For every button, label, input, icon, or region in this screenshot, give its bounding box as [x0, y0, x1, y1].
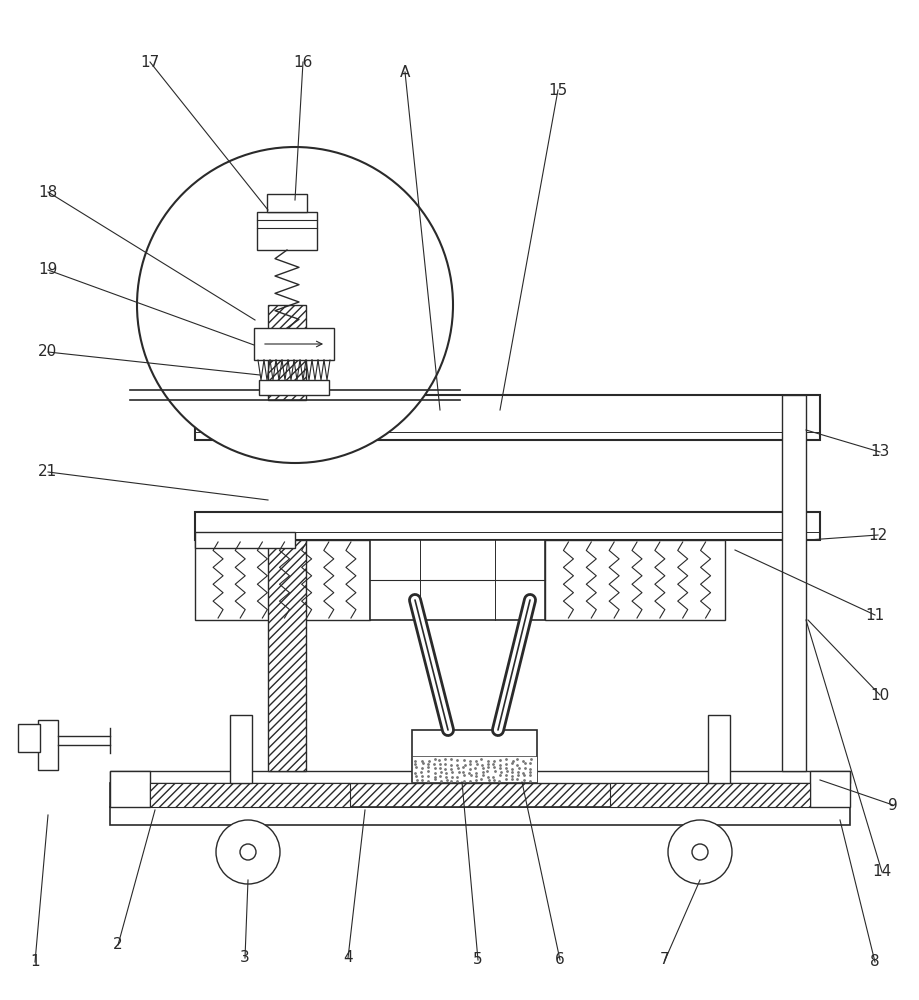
Text: 3: 3 [240, 950, 250, 965]
Text: 6: 6 [554, 952, 564, 967]
Text: 4: 4 [343, 950, 352, 965]
Text: 21: 21 [39, 464, 58, 480]
Circle shape [667, 820, 732, 884]
Bar [708, 715, 729, 783]
Text: 18: 18 [39, 185, 58, 200]
Bar [18, 724, 40, 752]
Bar [254, 328, 334, 360]
Text: 20: 20 [39, 344, 58, 360]
Text: 19: 19 [39, 262, 58, 277]
Bar [609, 783, 809, 807]
Bar [781, 395, 805, 771]
Text: 1: 1 [30, 954, 40, 969]
Bar [150, 783, 349, 807]
Text: 15: 15 [548, 83, 567, 98]
Circle shape [137, 147, 452, 463]
Text: A: A [400, 65, 410, 80]
Text: 14: 14 [871, 864, 891, 880]
Bar [195, 512, 819, 540]
Bar [256, 212, 317, 250]
Bar [195, 395, 819, 440]
Bar [110, 783, 849, 807]
Text: 12: 12 [868, 528, 887, 542]
Text: 10: 10 [869, 688, 889, 702]
Bar [230, 715, 252, 783]
Bar [195, 540, 369, 620]
Bar [195, 532, 295, 548]
Bar [110, 771, 150, 807]
Text: 11: 11 [865, 607, 884, 622]
Text: 13: 13 [869, 444, 889, 460]
Bar [110, 807, 849, 825]
Bar [809, 771, 849, 807]
Bar [412, 756, 537, 782]
Bar [267, 194, 307, 212]
Bar [110, 771, 849, 783]
Bar [259, 380, 329, 395]
Text: 16: 16 [293, 55, 312, 70]
Bar [38, 720, 58, 770]
Text: 5: 5 [472, 952, 482, 967]
Text: 17: 17 [141, 55, 160, 70]
Text: 2: 2 [113, 937, 122, 952]
Bar [369, 540, 544, 620]
Text: 7: 7 [660, 952, 669, 967]
Bar [412, 730, 537, 782]
Bar [267, 305, 306, 400]
Bar [544, 540, 724, 620]
Text: 9: 9 [887, 797, 897, 812]
Circle shape [691, 844, 708, 860]
Text: 8: 8 [869, 954, 879, 969]
Circle shape [240, 844, 255, 860]
Circle shape [216, 820, 279, 884]
Bar [267, 540, 306, 771]
